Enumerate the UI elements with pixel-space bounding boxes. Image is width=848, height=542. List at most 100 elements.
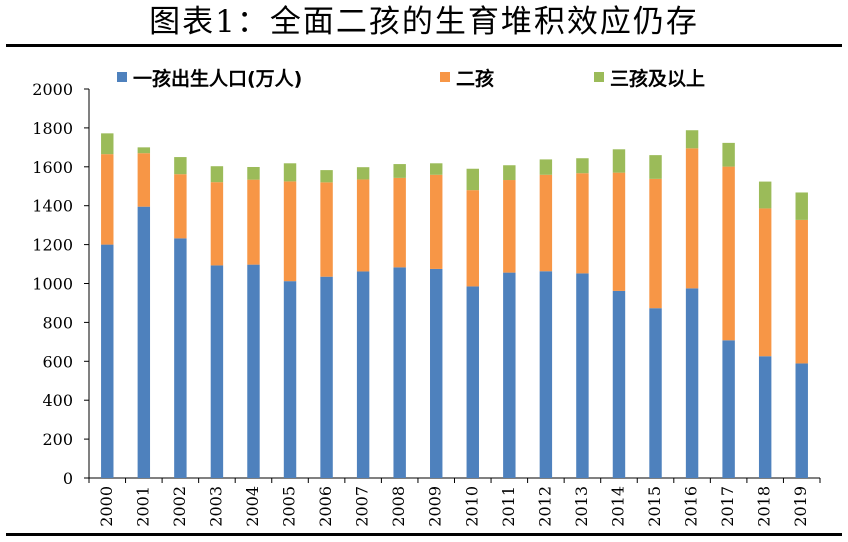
bar-third-plus-child bbox=[503, 165, 516, 181]
bar-third-plus-child bbox=[722, 142, 735, 167]
bar-second-child bbox=[758, 208, 772, 357]
y-tick-label: 1400 bbox=[32, 197, 73, 216]
bar-third-plus-child bbox=[101, 133, 114, 155]
x-tick-label: 2008 bbox=[389, 486, 408, 527]
x-tick-labels: 2000 2001 2002 2003 2004 2005 2006 2007 2008 2009… bbox=[97, 486, 810, 527]
bar-first-child bbox=[722, 340, 735, 478]
x-tick-label: 2013 bbox=[572, 486, 591, 527]
x-tick-label: 2004 bbox=[243, 486, 262, 527]
bar-second-child bbox=[393, 177, 406, 268]
bar-third-plus-child bbox=[356, 167, 370, 180]
bar-second-child bbox=[320, 182, 333, 277]
title-underline bbox=[6, 44, 842, 47]
bar-second-child bbox=[722, 166, 735, 341]
x-tick-label: 2002 bbox=[170, 486, 189, 527]
bar-second-child bbox=[283, 181, 297, 282]
bar-second-child bbox=[174, 174, 187, 239]
legend-label: 一孩出生人口(万人) bbox=[133, 67, 303, 90]
bar-first-child bbox=[137, 206, 151, 479]
x-tick-label: 2010 bbox=[462, 486, 481, 527]
bar-first-child bbox=[356, 271, 370, 478]
x-tick-label: 2007 bbox=[353, 486, 372, 527]
chart-title: 图表1：全面二孩的生育堆积效应仍存 bbox=[149, 4, 699, 40]
x-tick-label: 2012 bbox=[535, 486, 554, 527]
bar-second-child bbox=[101, 154, 114, 245]
legend-swatch bbox=[117, 72, 127, 82]
bar-third-plus-child bbox=[685, 130, 699, 149]
y-tick-label: 1200 bbox=[32, 236, 73, 255]
x-tick-label: 2000 bbox=[97, 486, 116, 527]
bar-first-child bbox=[320, 276, 333, 478]
legend-item: 三孩及以上 bbox=[594, 66, 706, 90]
legend-swatch bbox=[440, 72, 450, 82]
bar-third-plus-child bbox=[576, 158, 589, 174]
bar-first-child bbox=[576, 273, 589, 478]
bar-second-child bbox=[466, 190, 479, 287]
bar-first-child bbox=[247, 264, 260, 478]
bar-second-child bbox=[685, 148, 699, 289]
axes bbox=[84, 88, 821, 483]
y-tick-labels: 0 200 400 600 800 1000 1200 1400 1600 1800 2000 bbox=[32, 80, 73, 488]
legend-swatch bbox=[594, 72, 604, 82]
bar-second-child bbox=[612, 172, 626, 291]
y-tick-label: 200 bbox=[42, 430, 73, 449]
y-tick-label: 400 bbox=[42, 391, 73, 410]
bar-first-child bbox=[758, 356, 772, 478]
bar-first-child bbox=[210, 265, 224, 478]
bar-third-plus-child bbox=[795, 192, 808, 220]
bar-second-child bbox=[795, 219, 808, 364]
y-tick-label: 800 bbox=[42, 313, 73, 332]
bar-first-child bbox=[795, 363, 808, 478]
x-tick-label: 2006 bbox=[316, 486, 335, 527]
bar-first-child bbox=[393, 267, 406, 478]
bar-third-plus-child bbox=[247, 166, 260, 180]
bar-second-child bbox=[576, 173, 589, 274]
bar-second-child bbox=[503, 180, 516, 273]
bar-first-child bbox=[430, 268, 443, 478]
bar-second-child bbox=[539, 174, 553, 272]
bar-third-plus-child bbox=[283, 163, 297, 182]
bar-first-child bbox=[539, 271, 553, 478]
y-tick-label: 1800 bbox=[32, 119, 73, 138]
bar-third-plus-child bbox=[466, 168, 479, 191]
legend-item: 一孩出生人口(万人) bbox=[117, 66, 303, 90]
y-tick-label: 600 bbox=[42, 352, 73, 371]
x-tick-label: 2018 bbox=[755, 486, 774, 527]
bar-third-plus-child bbox=[649, 155, 662, 179]
x-tick-label: 2014 bbox=[608, 486, 627, 527]
y-tick-label: 1000 bbox=[32, 275, 73, 294]
bar-third-plus-child bbox=[430, 163, 443, 175]
bar-third-plus-child bbox=[612, 149, 626, 173]
bar-first-child bbox=[101, 244, 114, 478]
bar-second-child bbox=[356, 179, 370, 272]
y-tick-label: 0 bbox=[63, 469, 73, 488]
bar-third-plus-child bbox=[320, 170, 333, 183]
bar-second-child bbox=[649, 178, 662, 309]
bar-first-child bbox=[685, 288, 699, 478]
y-tick-label: 2000 bbox=[32, 80, 73, 99]
y-tick-label: 1600 bbox=[32, 158, 73, 177]
bar-third-plus-child bbox=[393, 164, 406, 178]
bar-first-child bbox=[283, 281, 297, 478]
x-tick-label: 2016 bbox=[682, 486, 701, 527]
x-tick-label: 2001 bbox=[133, 486, 152, 527]
bar-third-plus-child bbox=[210, 166, 224, 183]
bar-first-child bbox=[174, 238, 187, 478]
bar-first-child bbox=[503, 272, 516, 478]
legend-label: 三孩及以上 bbox=[610, 67, 706, 90]
legend-item: 二孩 bbox=[440, 66, 495, 90]
legend-label: 二孩 bbox=[456, 67, 495, 90]
bar-third-plus-child bbox=[174, 157, 187, 175]
bar-second-child bbox=[247, 179, 260, 265]
x-tick-label: 2005 bbox=[280, 486, 299, 527]
bar-first-child bbox=[612, 290, 626, 478]
x-tick-label: 2003 bbox=[206, 486, 225, 527]
bar-second-child bbox=[210, 182, 224, 266]
bar-second-child bbox=[430, 174, 443, 269]
bars bbox=[101, 130, 808, 479]
bar-first-child bbox=[466, 286, 479, 478]
bar-third-plus-child bbox=[539, 159, 553, 175]
bottom-rule bbox=[6, 533, 842, 536]
x-tick-label: 2011 bbox=[499, 486, 518, 527]
